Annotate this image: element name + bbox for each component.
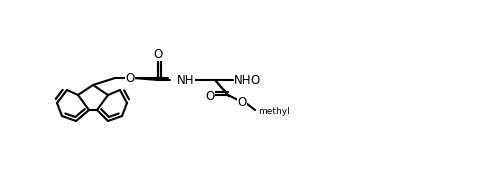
Text: NH: NH xyxy=(177,74,195,87)
Text: NH: NH xyxy=(234,74,251,86)
Text: O: O xyxy=(205,90,215,104)
Text: O: O xyxy=(125,71,135,84)
Text: O: O xyxy=(237,96,246,109)
Text: O: O xyxy=(250,74,260,87)
Text: methyl: methyl xyxy=(258,108,290,117)
Polygon shape xyxy=(215,80,229,97)
Text: O: O xyxy=(153,48,163,61)
